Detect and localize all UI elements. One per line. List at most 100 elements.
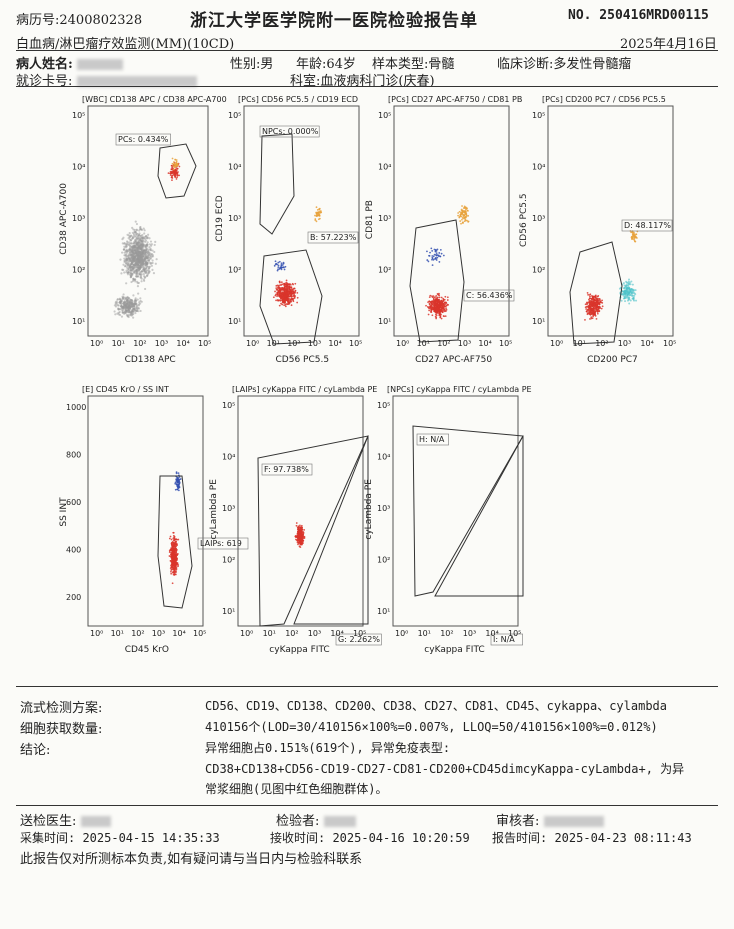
- checker-label: 检验者:: [276, 814, 320, 829]
- event-dot: [135, 235, 138, 238]
- event-dot: [138, 234, 141, 237]
- y-tick-label: 10²: [228, 266, 241, 275]
- plot-frame: [547, 105, 674, 337]
- event-dot: [588, 306, 590, 309]
- y-tick-label: 10⁵: [378, 111, 391, 120]
- event-dot: [293, 287, 296, 290]
- event-dot: [124, 296, 127, 299]
- event-dot: [463, 220, 466, 223]
- event-dot: [285, 303, 288, 305]
- event-dot: [172, 169, 175, 172]
- event-dot: [589, 318, 591, 320]
- event-cloud: [272, 206, 323, 308]
- event-dot: [154, 240, 157, 244]
- event-dot: [296, 532, 299, 535]
- event-dot: [132, 294, 135, 297]
- event-dot: [631, 283, 634, 286]
- x-tick-label: 10⁴: [172, 629, 185, 638]
- event-dot: [172, 168, 175, 171]
- event-dot: [173, 569, 176, 572]
- event-dot: [170, 172, 173, 175]
- event-dot: [301, 543, 303, 546]
- event-dot: [137, 292, 140, 295]
- event-dot: [433, 248, 436, 251]
- plot-svg: [E] CD45 KrO / SS INT LAIPs: 619 10⁰ 10¹ 10²…: [59, 385, 249, 655]
- y-tick-label: 400: [66, 546, 81, 555]
- event-dot: [128, 232, 131, 235]
- y-axis-label: cyLambda PE: [209, 479, 219, 540]
- x-tick-label: 10⁵: [349, 339, 362, 348]
- event-dot: [117, 308, 120, 311]
- event-dot: [128, 244, 131, 247]
- event-dot: [123, 259, 126, 262]
- event-dot: [178, 476, 181, 478]
- event-dot: [591, 317, 594, 320]
- plot-svg: [PCs] CD56 PC5.5 / CD19 ECD NPCs: 0.000% B…: [215, 95, 362, 365]
- event-dot: [462, 221, 464, 224]
- event-dot: [146, 265, 149, 268]
- event-dot: [151, 253, 154, 256]
- event-dot: [172, 537, 175, 540]
- x-tick-label: 10¹: [573, 339, 586, 348]
- event-dot: [458, 210, 461, 213]
- gate-outline: [157, 475, 193, 609]
- y-axis-label: CD38 APC-A700: [59, 183, 69, 255]
- event-dot: [178, 165, 181, 168]
- event-dot: [132, 232, 135, 235]
- event-dot: [123, 271, 126, 274]
- event-dot: [432, 295, 435, 298]
- event-dot: [298, 529, 301, 532]
- patient-name: 病人姓名:: [16, 53, 124, 72]
- event-dot: [133, 271, 136, 274]
- event-dot: [140, 248, 143, 251]
- event-dot: [132, 277, 135, 280]
- event-dot: [296, 292, 299, 294]
- event-dot: [129, 239, 132, 242]
- event-dot: [147, 271, 150, 274]
- event-dot: [150, 243, 153, 246]
- event-dot: [171, 582, 174, 585]
- conclusion-label: 结论:: [20, 743, 51, 758]
- event-dot: [428, 309, 431, 312]
- event-dot: [173, 573, 176, 575]
- event-dot: [283, 282, 286, 285]
- sex: 性别:男: [230, 57, 274, 72]
- redacted-name: [77, 59, 124, 70]
- x-tick-label: 10³: [308, 339, 321, 348]
- sample-type: 样本类型:骨髓: [372, 57, 455, 72]
- event-cloud: [168, 471, 182, 585]
- plot-title: [E] CD45 KrO / SS INT: [82, 385, 169, 394]
- event-dot: [124, 310, 127, 313]
- event-dot: [114, 313, 117, 316]
- event-dot: [178, 481, 181, 484]
- event-dot: [169, 170, 172, 173]
- event-dot: [314, 218, 317, 220]
- event-dot: [632, 238, 635, 241]
- event-dot: [279, 288, 282, 291]
- event-dot: [118, 310, 121, 314]
- cells-value: 410156个(LOD=30/410156×100%=0.007%, LLOQ=…: [205, 720, 658, 734]
- event-dot: [586, 292, 589, 294]
- event-dot: [426, 259, 429, 261]
- event-dot: [133, 302, 136, 306]
- plot-svg: [NPCs] cyKappa FITC / cyLambda PE H: N/A I…: [364, 385, 532, 655]
- event-dot: [277, 290, 280, 293]
- event-dot: [593, 305, 596, 308]
- event-dot: [173, 565, 176, 568]
- event-dot: [428, 302, 431, 305]
- event-dot: [433, 309, 436, 312]
- record-value: 2400802328: [59, 13, 143, 28]
- event-dot: [131, 257, 134, 261]
- event-dot: [631, 231, 634, 234]
- event-dot: [177, 472, 180, 475]
- event-dot: [624, 290, 627, 293]
- event-dot: [276, 299, 279, 301]
- event-dot: [174, 158, 177, 161]
- event-dot: [596, 304, 598, 307]
- event-dot: [435, 252, 438, 254]
- event-dot: [461, 205, 463, 207]
- event-dot: [299, 524, 301, 527]
- event-dot: [172, 531, 175, 534]
- event-dot: [175, 160, 178, 163]
- event-dot: [287, 301, 290, 304]
